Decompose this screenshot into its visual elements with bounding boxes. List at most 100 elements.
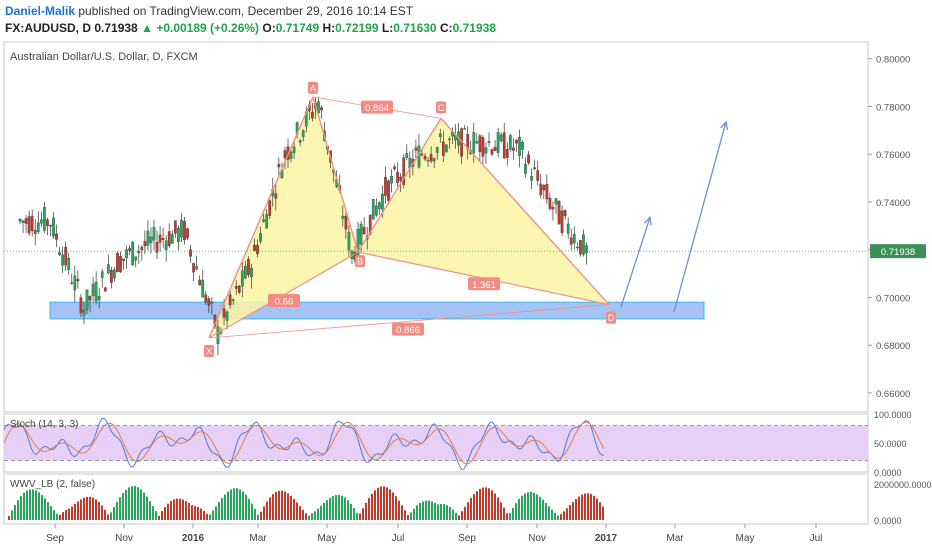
candle — [585, 245, 588, 253]
volume-bar — [47, 502, 49, 520]
candle — [247, 259, 250, 275]
x-tick-label: Jul — [810, 533, 823, 544]
volume-bar — [149, 501, 151, 520]
candle — [27, 216, 31, 234]
author-link[interactable]: Daniel-Malik — [5, 4, 76, 18]
volume-bar — [62, 512, 64, 520]
candle — [61, 254, 64, 266]
volume-bar — [437, 504, 439, 520]
candle — [575, 246, 579, 249]
volume-bar — [83, 497, 85, 520]
volume-bar — [569, 505, 571, 520]
candle — [423, 155, 427, 160]
candle — [106, 264, 110, 274]
volume-bar — [485, 487, 487, 520]
ratio-label: 0.866 — [396, 325, 420, 336]
candle — [274, 193, 278, 199]
candle — [198, 279, 202, 286]
pattern-bcd — [358, 118, 609, 305]
volume-bar — [68, 508, 70, 520]
volume-bar — [524, 493, 526, 520]
volume-bar — [419, 502, 421, 520]
arrow-short-head — [643, 216, 652, 226]
candle — [268, 200, 272, 216]
candle — [502, 132, 506, 159]
header: Daniel-Malik published on TradingView.co… — [0, 0, 932, 38]
volume-bar — [530, 491, 532, 520]
volume-bar — [239, 489, 241, 520]
volume-bar — [371, 493, 373, 520]
volume-bar — [359, 513, 361, 520]
last-price: 0.71938 — [94, 21, 138, 35]
candle — [146, 230, 150, 246]
volume-bar — [590, 494, 592, 520]
candle — [222, 308, 226, 318]
volume-bar — [41, 495, 43, 520]
volume-bar — [176, 498, 178, 520]
point-label-d: D — [608, 313, 615, 323]
volume-bar — [188, 502, 190, 520]
candle — [186, 228, 189, 239]
volume-bar — [509, 513, 511, 520]
candle — [533, 167, 537, 169]
volume-bar — [14, 505, 16, 520]
x-tick-label: Nov — [528, 533, 546, 544]
volume-bar — [536, 494, 538, 520]
chart-canvas[interactable]: Australian Dollar/U.S. Dollar, D, FXCM 0.… — [0, 38, 932, 550]
candle — [390, 175, 393, 184]
volume-bar — [137, 487, 139, 520]
stoch-tick-label: 50.0000 — [874, 439, 907, 449]
volume-bar — [425, 500, 427, 520]
candle — [210, 301, 214, 304]
volume-bar — [98, 501, 100, 520]
volume-bar — [146, 496, 148, 520]
volume-bar — [95, 499, 97, 520]
volume-bar — [548, 506, 550, 520]
candle — [64, 246, 68, 266]
volume-bar — [326, 500, 328, 520]
volume-bar — [446, 505, 448, 520]
candle — [155, 241, 159, 253]
y-tick-label: 0.80000 — [876, 55, 910, 66]
volume-bar — [242, 491, 244, 520]
volume-bar — [20, 496, 22, 520]
stoch-label: Stoch (14, 3, 3) — [10, 419, 78, 430]
volume-bar — [203, 510, 205, 520]
volume-bar — [11, 510, 13, 520]
candle — [387, 180, 390, 201]
candle — [33, 230, 37, 235]
y-tick-label: 0.68000 — [876, 341, 910, 352]
volume-bar — [305, 513, 307, 520]
ratio-label: 0.66 — [275, 297, 294, 308]
volume-bar — [125, 489, 127, 520]
x-tick-label: Nov — [115, 533, 133, 544]
candle — [143, 241, 147, 247]
volume-bar — [587, 493, 589, 520]
candle — [231, 299, 235, 301]
volume-bar — [260, 511, 262, 520]
candles — [18, 96, 588, 356]
last-price-label: 0.71938 — [881, 247, 915, 258]
candle — [70, 282, 74, 284]
volume-bar — [533, 492, 535, 520]
y-tick-label: 0.66000 — [876, 389, 910, 400]
low-value: 0.71630 — [393, 21, 437, 35]
volume-bar — [488, 488, 490, 520]
candle — [536, 170, 540, 181]
candle — [472, 132, 476, 154]
candle — [167, 231, 171, 247]
volume-bar — [443, 504, 445, 520]
volume-bar — [560, 514, 562, 520]
volume-bar — [449, 507, 451, 520]
candle — [43, 206, 46, 231]
volume-bar — [422, 501, 424, 520]
volume-bar — [539, 496, 541, 520]
volume-bar — [167, 503, 169, 520]
candle — [399, 176, 403, 182]
volume-bar — [440, 503, 442, 520]
close-label: C: — [439, 21, 453, 35]
volume-bar — [143, 492, 145, 520]
leg-xa — [208, 96, 314, 339]
volume-bar — [431, 501, 433, 520]
candle — [225, 311, 229, 321]
